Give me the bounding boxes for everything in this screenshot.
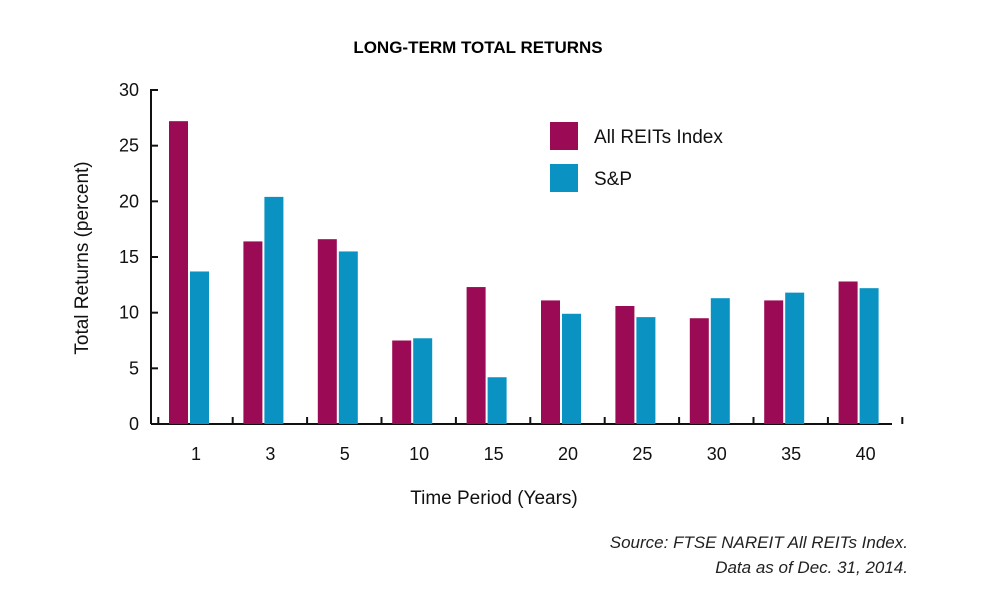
bar-reits-3 (243, 241, 263, 424)
x-tick-label: 3 (265, 444, 275, 464)
bar-reits-10 (392, 340, 412, 424)
x-tick-label: 20 (558, 444, 578, 464)
bar-sp-20 (562, 313, 581, 424)
bar-reits-15 (466, 287, 486, 424)
legend-swatch-sp (550, 164, 578, 192)
bar-sp-40 (859, 288, 879, 424)
bar-sp-1 (190, 271, 209, 424)
x-tick-label: 40 (856, 444, 876, 464)
x-axis-label: Time Period (Years) (410, 488, 578, 509)
bar-reits-25 (615, 305, 635, 424)
y-tick-label: 15 (119, 247, 139, 267)
y-tick-label: 10 (119, 303, 139, 323)
x-tick-label: 5 (340, 444, 350, 464)
bar-sp-3 (264, 196, 284, 424)
bar-reits-1 (169, 121, 188, 424)
y-tick-label: 0 (129, 414, 139, 434)
legend-label-sp: S&P (594, 169, 632, 190)
legend: All REITs Index S&P (550, 122, 723, 192)
bar-reits-35 (764, 300, 784, 424)
source-note: Source: FTSE NAREIT All REITs Index. (609, 533, 908, 552)
y-tick-label: 5 (129, 358, 139, 378)
legend-label-reits: All REITs Index (594, 127, 723, 148)
data-date-note: Data as of Dec. 31, 2014. (715, 558, 908, 577)
bar-reits-5 (317, 239, 337, 424)
bar-reits-20 (541, 300, 560, 424)
bar-reits-40 (838, 281, 858, 424)
bar-sp-35 (785, 292, 805, 424)
x-tick-label: 25 (632, 444, 652, 464)
bar-reits-30 (689, 318, 709, 424)
bar-sp-30 (710, 298, 730, 424)
bar-sp-15 (487, 377, 507, 424)
legend-swatch-reits (550, 122, 578, 150)
bars (169, 121, 879, 424)
bar-sp-25 (636, 317, 656, 424)
x-tick-label: 10 (409, 444, 429, 464)
x-tick-label: 35 (781, 444, 801, 464)
chart-title: LONG-TERM TOTAL RETURNS (353, 38, 602, 57)
y-axis: 0 5 10 15 20 25 30 (119, 80, 158, 434)
y-tick-label: 20 (119, 191, 139, 211)
bar-sp-10 (413, 338, 433, 424)
bar-sp-5 (338, 251, 358, 424)
y-tick-label: 30 (119, 80, 139, 100)
x-tick-label: 15 (484, 444, 504, 464)
x-tick-label: 30 (707, 444, 727, 464)
x-tick-label: 1 (191, 444, 201, 464)
x-axis: 1 3 5 10 15 20 25 30 35 40 (151, 417, 904, 464)
y-tick-label: 25 (119, 136, 139, 156)
y-axis-label: Total Returns (percent) (72, 161, 93, 354)
